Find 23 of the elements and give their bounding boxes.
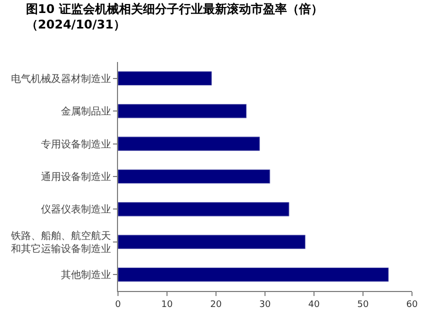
y-tick-label: 专用设备制造业 <box>41 138 111 150</box>
bar <box>118 136 260 151</box>
y-tick-label: 铁路、船舶、航空航天和其它运输设备制造业 <box>10 230 111 255</box>
x-tick-label: 20 <box>210 300 222 310</box>
y-tick-label: 金属制品业 <box>61 106 111 118</box>
x-tick-label: 40 <box>308 300 320 310</box>
y-tick-label: 其他制造业 <box>61 269 111 282</box>
chart-title: 图10 证监会机械相关细分子行业最新滚动市盈率（倍） <box>26 2 323 16</box>
x-tick-label: 50 <box>357 300 369 310</box>
x-tick-label: 30 <box>259 300 271 310</box>
chart-subtitle: （2024/10/31） <box>26 17 126 32</box>
y-tick-label: 仪器仪表制造业 <box>41 204 111 216</box>
bar <box>118 169 270 184</box>
bar <box>118 104 247 118</box>
x-tick-label: 10 <box>161 300 173 310</box>
bar <box>118 202 290 216</box>
y-tick-label: 电气机械及器材制造业 <box>11 72 111 85</box>
bar <box>118 71 212 86</box>
x-tick-label: 0 <box>115 300 122 310</box>
x-tick-label: 60 <box>406 300 418 310</box>
y-tick-label: 通用设备制造业 <box>41 171 111 183</box>
bar <box>118 234 306 250</box>
bar <box>118 268 389 282</box>
